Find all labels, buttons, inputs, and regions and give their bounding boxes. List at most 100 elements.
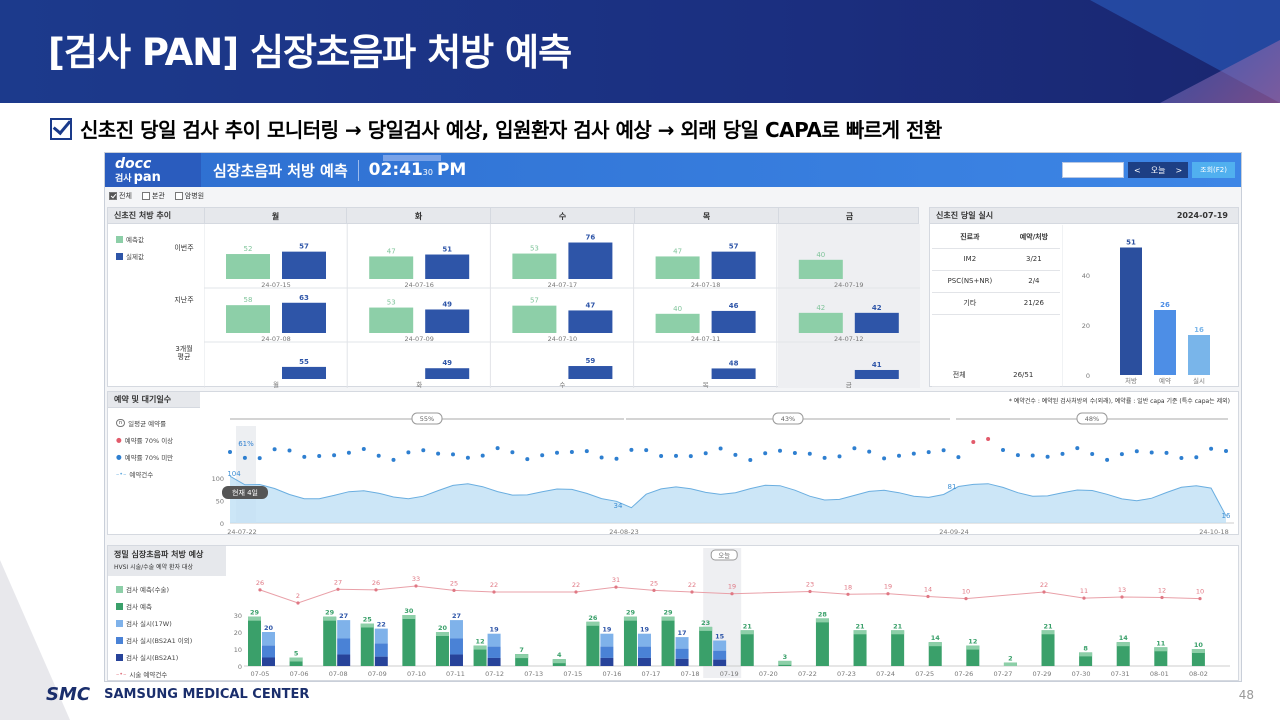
line-label: 27 [334,578,342,586]
axis-date: 24-10-18 [1199,528,1229,534]
forecast-legend: 검사 예측(수술) 검사 예측 검사 실시(17W) 검사 실시(BS2A1 이… [116,584,192,686]
rate-dot [674,453,678,458]
bar-predicted [891,630,905,666]
rate-dot [688,454,693,459]
legend-swatch [116,602,123,610]
rate-dot [1209,446,1214,451]
axis-date: 07-19 [720,670,739,678]
checkbox-icon[interactable] [141,192,150,200]
bar-label: 7 [519,646,524,654]
chevron-left-icon[interactable]: < [1134,165,1141,175]
axis-tick: 20 [1082,322,1090,330]
rate-dot [257,456,262,461]
bar-predicted [515,654,529,666]
bar-actual-other [374,643,388,657]
bar-predicted [512,305,557,333]
rate-dot [272,447,277,452]
th-ratio: 예약/처방 [1007,226,1060,249]
rate-dot [584,449,589,454]
filter-label: 본관 [151,192,165,200]
axis-date: 07-29 [1033,670,1052,678]
row-3m-avg: 3개월 평균 [175,345,193,362]
bar-label: 53 [530,245,539,253]
bar-label: 40 [673,305,682,313]
bar-actual-other [637,646,651,658]
filter-cancer[interactable]: 암병원 [174,191,204,201]
cell: 기타 [932,292,1008,315]
line-label: 25 [450,579,458,587]
rate-dot [1164,450,1169,455]
bar-predicted-surgery [699,626,713,631]
checkbox-icon[interactable] [174,192,183,200]
bar-label: 21 [893,622,903,630]
bar-predicted [623,616,637,666]
logo-pan: pan [133,169,161,185]
rate-dot [242,455,247,460]
bar-predicted-surgery [966,645,980,650]
line-point [614,585,618,589]
day-fri: 금 [778,208,920,224]
bar-predicted-surgery [360,623,374,628]
booking-legend: n 일평균 예약률 ● 예약률 70% 이상 ● 예약률 70% 미만 –•– 예약건수 [116,418,173,486]
line-point [1198,597,1202,601]
bar-day: 수 [559,381,565,388]
cell: 2/4 [1007,270,1060,293]
rate-dot [971,440,976,444]
forecast-panel: 정밀 심장초음파 처방 예상 HVSI 시술/수술 예약 환자 대상 검사 예측… [107,545,1239,681]
axis-date: 24-07-22 [227,528,257,534]
period-badge [772,412,804,425]
period-badge [411,412,443,425]
cell: 21/26 [1007,292,1060,315]
cell: 3/21 [1007,248,1060,271]
bar-predicted-surgery [778,660,792,665]
bar-label: 29 [626,609,636,617]
bar-predicted [369,307,414,333]
legend-label: 검사 실시(17W) [126,620,172,628]
line-label: 14 [924,586,932,594]
bar-actual [568,310,613,333]
bar-label: 27 [339,612,348,620]
chevron-right-icon[interactable]: > [1175,165,1183,175]
legend-label: 일평균 예약률 [128,420,167,428]
line-icon: –•– [116,670,127,678]
checkbox-checked-icon[interactable] [109,192,117,200]
bar-actual-bs2a1 [337,654,351,666]
forecast-header: 정밀 심장초음파 처방 예상 HVSI 시술/수술 예약 환자 대상 [108,546,226,576]
bar-date: 24-07-19 [834,281,864,289]
app-title: 심장초음파 처방 예측 [213,159,359,181]
bar-predicted-surgery [815,618,829,623]
bar-predicted [815,618,829,666]
rate-dot [555,450,559,455]
rate-dot [703,451,708,456]
bar-label: 20 [264,624,274,632]
line-point [574,590,578,594]
line-icon: –•– [116,470,127,478]
bar-date: 24-07-15 [261,281,291,289]
date-input[interactable] [1062,162,1125,178]
line-label: 10 [962,588,970,596]
bar-date: 24-07-12 [834,335,864,343]
bar-label: 30 [404,607,414,615]
query-button[interactable]: 조회(F2) [1192,162,1235,178]
today-button[interactable]: 오늘 [1150,165,1166,175]
bar-predicted-surgery [1191,649,1205,653]
bar-label: 15 [715,633,725,641]
first-rate: 61% [238,440,254,448]
axis-date: 07-27 [993,670,1012,678]
bar-predicted [586,621,600,666]
line-label: 10 [1196,588,1204,596]
line-label: 33 [412,575,420,583]
filter-label: 전체 [119,192,132,200]
legend-label: 예약률 70% 미만 [124,454,174,462]
axis-tick: 50 [216,498,224,506]
bar-actual-other [262,645,275,658]
line-point [492,590,496,594]
point-label: 81 [948,483,957,491]
axis-date: 07-16 [602,670,621,678]
rate-dot [941,448,946,453]
bar-label: 46 [729,302,739,310]
rate-dot [525,457,530,462]
filter-main[interactable]: 본관 [141,191,165,201]
corner-decoration [0,560,70,720]
filter-all[interactable]: 전체 [109,191,132,201]
